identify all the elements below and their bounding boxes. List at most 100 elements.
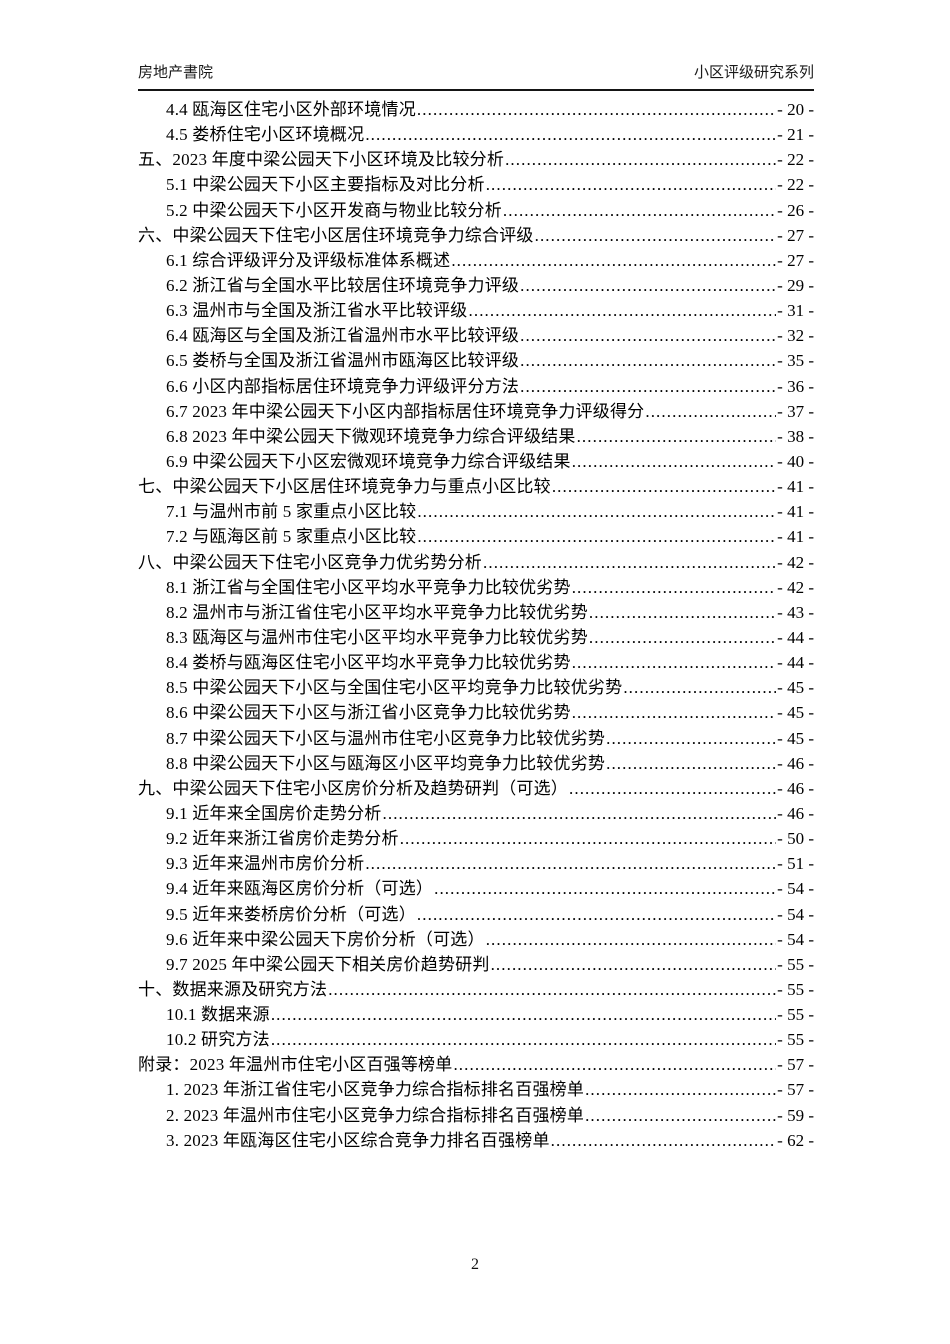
toc-entry-label: 6.4 瓯海区与全国及浙江省温州市水平比较评级: [166, 326, 520, 346]
toc-entry[interactable]: 5.2 中梁公园天下小区开发商与物业比较分析 - 26 -: [138, 198, 814, 223]
toc-entry[interactable]: 9.5 近年来娄桥房价分析（可选） - 54 -: [138, 902, 814, 927]
toc-entry[interactable]: 七、中梁公园天下小区居住环境竞争力与重点小区比较 - 41 -: [138, 474, 814, 499]
toc-entry-label: 7.2 与瓯海区前 5 家重点小区比较: [166, 527, 417, 547]
toc-entry-page: - 54 -: [777, 879, 814, 899]
toc-leader-dots: [491, 952, 777, 977]
toc-leader-dots: [585, 1077, 776, 1102]
toc-entry-label: 9.4 近年来瓯海区房价分析（可选）: [166, 879, 434, 899]
toc-leader-dots: [503, 198, 776, 223]
toc-entry[interactable]: 9.2 近年来浙江省房价走势分析 - 50 -: [138, 826, 814, 851]
toc-entry-page: - 44 -: [777, 653, 814, 673]
toc-entry-page: - 31 -: [777, 301, 814, 321]
toc-entry-page: - 40 -: [777, 451, 814, 471]
toc-leader-dots: [645, 399, 776, 424]
toc-entry-label: 6.8 2023 年中梁公园天下微观环境竞争力综合评级结果: [166, 426, 576, 446]
toc-entry[interactable]: 附录：2023 年温州市住宅小区百强等榜单 - 57 -: [138, 1052, 814, 1077]
toc-leader-dots: [572, 449, 776, 474]
toc-entry[interactable]: 4.5 娄桥住宅小区环境概况 - 21 -: [138, 122, 814, 147]
toc-entry[interactable]: 9.7 2025 年中梁公园天下相关房价趋势研判 - 55 -: [138, 952, 814, 977]
table-of-contents: 4.4 瓯海区住宅小区外部环境情况 - 20 - 4.5 娄桥住宅小区环境概况 …: [138, 97, 814, 1153]
toc-leader-dots: [271, 1002, 776, 1027]
toc-entry[interactable]: 6.3 温州市与全国及浙江省水平比较评级 - 31 -: [138, 298, 814, 323]
toc-entry-page: - 45 -: [777, 678, 814, 698]
toc-entry[interactable]: 五、2023 年度中梁公园天下小区环境及比较分析 - 22 -: [138, 147, 814, 172]
toc-leader-dots: [551, 1128, 777, 1153]
toc-entry[interactable]: 3. 2023 年瓯海区住宅小区综合竞争力排名百强榜单 - 62 -: [138, 1128, 814, 1153]
toc-entry[interactable]: 1. 2023 年浙江省住宅小区竞争力综合指标排名百强榜单 - 57 -: [138, 1077, 814, 1102]
toc-entry-label: 10.1 数据来源: [166, 1005, 270, 1025]
toc-entry[interactable]: 十、数据来源及研究方法 - 55 -: [138, 977, 814, 1002]
toc-entry-label: 8.8 中梁公园天下小区与瓯海区小区平均竞争力比较优劣势: [166, 753, 606, 773]
toc-entry[interactable]: 8.7 中梁公园天下小区与温州市住宅小区竞争力比较优劣势 - 45 -: [138, 726, 814, 751]
toc-entry-label: 8.3 瓯海区与温州市住宅小区平均水平竞争力比较优劣势: [166, 627, 588, 647]
toc-leader-dots: [577, 424, 777, 449]
toc-entry[interactable]: 7.1 与温州市前 5 家重点小区比较 - 41 -: [138, 499, 814, 524]
toc-entry[interactable]: 10.1 数据来源 - 55 -: [138, 1002, 814, 1027]
toc-leader-dots: [328, 977, 776, 1002]
toc-entry-label: 九、中梁公园天下住宅小区房价分析及趋势研判（可选）: [138, 778, 568, 798]
toc-entry-page: - 46 -: [777, 778, 814, 798]
toc-leader-dots: [552, 474, 776, 499]
toc-entry-label: 6.2 浙江省与全国水平比较居住环境竞争力评级: [166, 275, 520, 295]
toc-entry[interactable]: 9.4 近年来瓯海区房价分析（可选） - 54 -: [138, 876, 814, 901]
toc-entry[interactable]: 9.1 近年来全国房价走势分析 - 46 -: [138, 801, 814, 826]
toc-entry-label: 8.4 娄桥与瓯海区住宅小区平均水平竞争力比较优劣势: [166, 653, 571, 673]
toc-entry-page: - 55 -: [777, 954, 814, 974]
toc-entry[interactable]: 8.8 中梁公园天下小区与瓯海区小区平均竞争力比较优劣势 - 46 -: [138, 751, 814, 776]
toc-entry[interactable]: 6.5 娄桥与全国及浙江省温州市瓯海区比较评级 - 35 -: [138, 348, 814, 373]
toc-entry-label: 1. 2023 年浙江省住宅小区竞争力综合指标排名百强榜单: [166, 1080, 585, 1100]
toc-leader-dots: [453, 1052, 776, 1077]
toc-entry[interactable]: 5.1 中梁公园天下小区主要指标及对比分析 - 22 -: [138, 172, 814, 197]
toc-entry[interactable]: 6.7 2023 年中梁公园天下小区内部指标居住环境竞争力评级得分 - 37 -: [138, 399, 814, 424]
toc-entry-label: 6.5 娄桥与全国及浙江省温州市瓯海区比较评级: [166, 351, 520, 371]
toc-entry[interactable]: 9.6 近年来中梁公园天下房价分析（可选） - 54 -: [138, 927, 814, 952]
toc-entry-label: 5.2 中梁公园天下小区开发商与物业比较分析: [166, 200, 502, 220]
toc-leader-dots: [520, 348, 776, 373]
toc-entry-page: - 43 -: [777, 602, 814, 622]
toc-entry[interactable]: 9.3 近年来温州市房价分析 - 51 -: [138, 851, 814, 876]
toc-entry[interactable]: 8.4 娄桥与瓯海区住宅小区平均水平竞争力比较优劣势 - 44 -: [138, 650, 814, 675]
toc-entry[interactable]: 6.2 浙江省与全国水平比较居住环境竞争力评级 - 29 -: [138, 273, 814, 298]
toc-entry-label: 4.5 娄桥住宅小区环境概况: [166, 125, 365, 145]
toc-leader-dots: [483, 550, 776, 575]
toc-leader-dots: [606, 726, 776, 751]
toc-entry-page: - 21 -: [777, 125, 814, 145]
toc-entry[interactable]: 6.1 综合评级评分及评级标准体系概述 - 27 -: [138, 248, 814, 273]
toc-entry-page: - 26 -: [777, 200, 814, 220]
toc-entry[interactable]: 2. 2023 年温州市住宅小区竞争力综合指标排名百强榜单 - 59 -: [138, 1103, 814, 1128]
toc-entry[interactable]: 6.9 中梁公园天下小区宏微观环境竞争力综合评级结果 - 40 -: [138, 449, 814, 474]
toc-leader-dots: [451, 248, 776, 273]
toc-entry[interactable]: 8.6 中梁公园天下小区与浙江省小区竞争力比较优劣势 - 45 -: [138, 700, 814, 725]
toc-entry[interactable]: 8.5 中梁公园天下小区与全国住宅小区平均竞争力比较优劣势 - 45 -: [138, 675, 814, 700]
toc-entry[interactable]: 4.4 瓯海区住宅小区外部环境情况 - 20 -: [138, 97, 814, 122]
toc-leader-dots: [572, 575, 776, 600]
toc-entry[interactable]: 6.4 瓯海区与全国及浙江省温州市水平比较评级 - 32 -: [138, 323, 814, 348]
toc-entry-page: - 41 -: [777, 502, 814, 522]
toc-leader-dots: [623, 675, 776, 700]
toc-entry-page: - 55 -: [777, 979, 814, 999]
toc-entry[interactable]: 10.2 研究方法 - 55 -: [138, 1027, 814, 1052]
toc-leader-dots: [520, 323, 776, 348]
toc-entry[interactable]: 8.2 温州市与浙江省住宅小区平均水平竞争力比较优劣势 - 43 -: [138, 600, 814, 625]
toc-entry[interactable]: 8.1 浙江省与全国住宅小区平均水平竞争力比较优劣势 - 42 -: [138, 575, 814, 600]
toc-leader-dots: [606, 751, 776, 776]
toc-leader-dots: [520, 374, 776, 399]
toc-leader-dots: [417, 524, 776, 549]
toc-entry-label: 附录：2023 年温州市住宅小区百强等榜单: [138, 1055, 453, 1075]
toc-entry[interactable]: 八、中梁公园天下住宅小区竞争力优劣势分析 - 42 -: [138, 550, 814, 575]
toc-entry-label: 10.2 研究方法: [166, 1030, 270, 1050]
toc-entry[interactable]: 6.6 小区内部指标居住环境竞争力评级评分方法 - 36 -: [138, 374, 814, 399]
toc-entry[interactable]: 六、中梁公园天下住宅小区居住环境竞争力综合评级 - 27 -: [138, 223, 814, 248]
toc-entry[interactable]: 8.3 瓯海区与温州市住宅小区平均水平竞争力比较优劣势 - 44 -: [138, 625, 814, 650]
toc-entry-label: 8.2 温州市与浙江省住宅小区平均水平竞争力比较优劣势: [166, 602, 588, 622]
toc-entry[interactable]: 6.8 2023 年中梁公园天下微观环境竞争力综合评级结果 - 38 -: [138, 424, 814, 449]
toc-leader-dots: [589, 625, 776, 650]
toc-entry[interactable]: 7.2 与瓯海区前 5 家重点小区比较 - 41 -: [138, 524, 814, 549]
toc-entry-label: 五、2023 年度中梁公园天下小区环境及比较分析: [138, 150, 505, 170]
toc-entry-page: - 38 -: [777, 426, 814, 446]
header-left-text: 房地产書院: [138, 64, 214, 81]
toc-leader-dots: [365, 851, 776, 876]
toc-entry-page: - 27 -: [777, 250, 814, 270]
toc-leader-dots: [365, 122, 776, 147]
toc-entry[interactable]: 九、中梁公园天下住宅小区房价分析及趋势研判（可选） - 46 -: [138, 776, 814, 801]
